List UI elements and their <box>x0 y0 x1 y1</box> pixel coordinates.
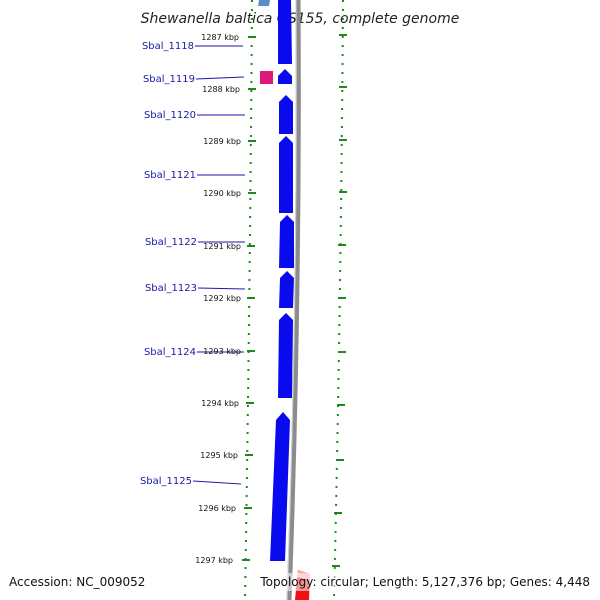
gene-partial-top <box>258 0 270 6</box>
tick-label-1289: 1289 kbp <box>203 137 241 146</box>
gene-sbal-1125[interactable] <box>270 412 290 561</box>
tick-label-1292: 1292 kbp <box>203 294 241 303</box>
genome-backbone-highlight <box>286 0 297 600</box>
gene-label-sbal-1122[interactable]: Sbal_1122 <box>145 237 197 248</box>
gene-sbal-1121[interactable] <box>279 136 293 213</box>
tick-label-1291: 1291 kbp <box>203 242 241 251</box>
gene-label-sbal-1120[interactable]: Sbal_1120 <box>144 110 196 121</box>
tick-label-1295: 1295 kbp <box>200 451 238 460</box>
gene-track <box>260 0 310 600</box>
leader-line <box>192 480 242 485</box>
gene-sbal-1118[interactable] <box>278 0 292 64</box>
gene-label-sbal-1123[interactable]: Sbal_1123 <box>145 283 197 294</box>
gene-label-sbal-1121[interactable]: Sbal_1121 <box>144 170 196 181</box>
accession-text: Accession: NC_009052 <box>9 575 145 589</box>
gene-sbal-1120[interactable] <box>279 95 293 134</box>
gene-sbal-1122[interactable] <box>279 215 294 268</box>
gene-sbal-1124[interactable] <box>278 313 293 398</box>
gene-pink[interactable] <box>260 71 273 84</box>
tick-label-1294: 1294 kbp <box>201 399 239 408</box>
gene-sbal-1123[interactable] <box>279 271 294 308</box>
gene-label-sbal-1124[interactable]: Sbal_1124 <box>144 347 196 358</box>
tick-label-1297: 1297 kbp <box>195 556 233 565</box>
outer-ruler-line <box>333 0 344 600</box>
tick-label-1296: 1296 kbp <box>198 504 236 513</box>
ruler-tick-labels: 1287 kbp 1288 kbp 1289 kbp 1290 kbp 1291… <box>195 33 241 565</box>
gene-sbal-1119[interactable] <box>278 69 292 84</box>
genome-backbone <box>286 0 301 600</box>
gene-label-sbal-1119[interactable]: Sbal_1119 <box>143 74 195 85</box>
tick-label-1290: 1290 kbp <box>203 189 241 198</box>
leader-line <box>197 287 246 290</box>
tick-label-1293: 1293 kbp <box>203 347 241 356</box>
ruler-ticks <box>242 34 347 567</box>
footer-summary-bg <box>259 573 591 591</box>
gene-label-sbal-1125[interactable]: Sbal_1125 <box>140 476 192 487</box>
gene-label-sbal-1118[interactable]: Sbal_1118 <box>142 41 194 52</box>
leader-line <box>195 76 245 80</box>
gene-labels: Sbal_1118 Sbal_1119 Sbal_1120 Sbal_1121 … <box>140 41 246 487</box>
tick-label-1287: 1287 kbp <box>201 33 239 42</box>
tick-label-1288: 1288 kbp <box>202 85 240 94</box>
topology-summary-text: Topology: circular; Length: 5,127,376 bp… <box>259 575 590 589</box>
